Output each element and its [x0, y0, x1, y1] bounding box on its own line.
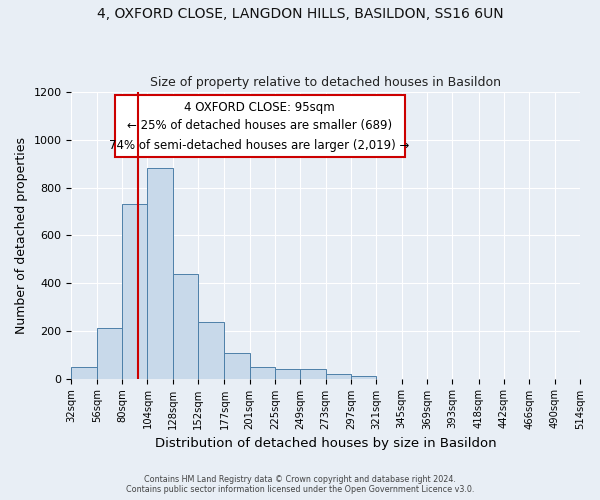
Bar [198, 322, 224, 378]
Bar [148, 168, 173, 378]
X-axis label: Distribution of detached houses by size in Basildon: Distribution of detached houses by size … [155, 437, 497, 450]
Text: 4 OXFORD CLOSE: 95sqm: 4 OXFORD CLOSE: 95sqm [184, 100, 335, 114]
Bar [71, 366, 97, 378]
Text: ← 25% of detached houses are smaller (689): ← 25% of detached houses are smaller (68… [127, 119, 392, 132]
Bar [122, 204, 148, 378]
Bar [301, 369, 326, 378]
Bar [250, 366, 275, 378]
Bar [275, 369, 301, 378]
Text: 74% of semi-detached houses are larger (2,019) →: 74% of semi-detached houses are larger (… [109, 139, 410, 152]
Text: Contains HM Land Registry data © Crown copyright and database right 2024.
Contai: Contains HM Land Registry data © Crown c… [126, 474, 474, 494]
Title: Size of property relative to detached houses in Basildon: Size of property relative to detached ho… [150, 76, 501, 90]
Text: 4, OXFORD CLOSE, LANGDON HILLS, BASILDON, SS16 6UN: 4, OXFORD CLOSE, LANGDON HILLS, BASILDON… [97, 8, 503, 22]
FancyBboxPatch shape [115, 95, 404, 156]
Y-axis label: Number of detached properties: Number of detached properties [15, 137, 28, 334]
Bar [351, 376, 376, 378]
Bar [326, 374, 351, 378]
Bar [173, 274, 198, 378]
Bar [97, 328, 122, 378]
Bar [224, 354, 250, 378]
